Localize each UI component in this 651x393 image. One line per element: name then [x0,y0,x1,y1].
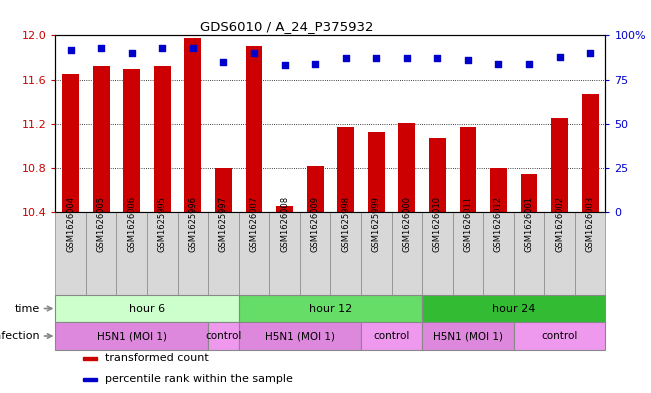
Text: control: control [205,331,242,341]
Bar [307,166,324,212]
Point [310,61,320,67]
Point [157,45,167,51]
Text: GSM1626005: GSM1626005 [97,196,105,252]
Point [524,61,534,67]
Text: infection: infection [0,331,40,341]
Bar [514,212,544,295]
Text: hour 24: hour 24 [492,303,535,314]
Point [340,55,351,62]
Bar [330,212,361,295]
Bar [490,168,507,212]
Point [555,53,565,60]
Bar [178,212,208,295]
Text: H5N1 (MOI 1): H5N1 (MOI 1) [97,331,167,341]
Text: GSM1626006: GSM1626006 [127,196,136,252]
Bar [361,212,391,295]
Text: GSM1626012: GSM1626012 [494,196,503,252]
Point [432,55,443,62]
Bar [361,322,422,350]
Bar [83,378,96,381]
Point [126,50,137,56]
Bar [239,322,361,350]
Text: GSM1626010: GSM1626010 [433,196,442,252]
Bar [208,322,239,350]
Text: GSM1626011: GSM1626011 [464,196,473,252]
Bar [514,322,605,350]
Bar [544,212,575,295]
Bar [154,66,171,212]
Bar [123,68,140,212]
Point [402,55,412,62]
Text: GSM1626004: GSM1626004 [66,196,75,252]
Point [371,55,381,62]
Bar [245,46,262,212]
Text: control: control [542,331,578,341]
Bar [422,212,452,295]
Bar [398,123,415,212]
Bar [582,94,598,212]
Bar [422,295,605,322]
Bar [117,212,147,295]
Text: GSM1626003: GSM1626003 [586,196,594,252]
Text: GSM1625996: GSM1625996 [188,196,197,252]
Text: transformed count: transformed count [105,353,208,364]
Point [249,50,259,56]
Text: GSM1625995: GSM1625995 [158,196,167,252]
Bar [55,295,239,322]
Point [187,45,198,51]
Text: GSM1626000: GSM1626000 [402,196,411,252]
Bar [300,212,330,295]
Text: GSM1626007: GSM1626007 [249,196,258,252]
Text: hour 12: hour 12 [309,303,352,314]
Text: GSM1626009: GSM1626009 [311,196,320,252]
Text: GSM1626001: GSM1626001 [525,196,534,252]
Bar [62,74,79,212]
Bar [337,127,354,212]
Point [279,62,290,69]
Point [65,46,76,53]
Bar [391,212,422,295]
Bar [208,212,239,295]
Text: H5N1 (MOI 1): H5N1 (MOI 1) [265,331,335,341]
Text: GSM1625998: GSM1625998 [341,196,350,252]
Text: GSM1626008: GSM1626008 [280,196,289,252]
Text: hour 6: hour 6 [129,303,165,314]
Text: control: control [373,331,409,341]
Text: GSM1625997: GSM1625997 [219,196,228,252]
Text: percentile rank within the sample: percentile rank within the sample [105,374,293,384]
Bar [452,212,483,295]
Bar [521,174,538,212]
Bar [551,118,568,212]
Point [585,50,596,56]
Title: GDS6010 / A_24_P375932: GDS6010 / A_24_P375932 [200,20,373,33]
Bar [55,212,86,295]
Text: GSM1626002: GSM1626002 [555,196,564,252]
Bar [83,357,96,360]
Bar [460,127,477,212]
Point [463,57,473,63]
Text: time: time [15,303,40,314]
Bar [575,212,605,295]
Point [218,59,229,65]
Bar [483,212,514,295]
Bar [86,212,117,295]
Text: GSM1625999: GSM1625999 [372,196,381,252]
Bar [429,138,446,212]
Bar [147,212,178,295]
Bar [239,212,270,295]
Bar [55,322,208,350]
Bar [215,168,232,212]
Bar [93,66,109,212]
Point [96,45,106,51]
Point [493,61,504,67]
Bar [276,206,293,212]
Bar [422,322,514,350]
Bar [270,212,300,295]
Bar [184,38,201,212]
Bar [368,132,385,212]
Text: H5N1 (MOI 1): H5N1 (MOI 1) [433,331,503,341]
Bar [239,295,422,322]
